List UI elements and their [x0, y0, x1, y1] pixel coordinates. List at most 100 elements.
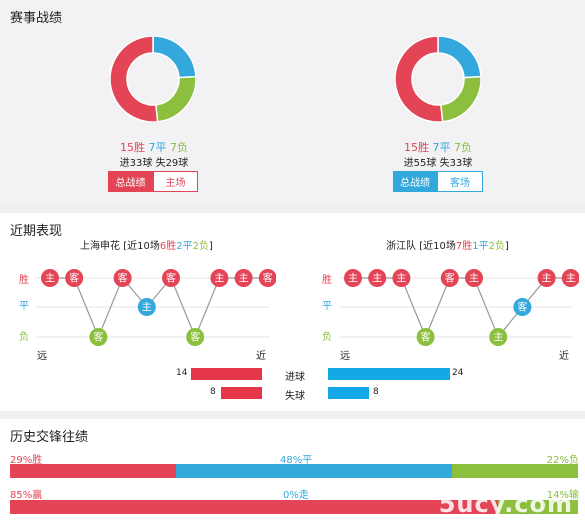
away-form-chart: 主主主客客 主主客主主	[339, 269, 579, 346]
away-form-match-marker: 主	[465, 269, 483, 287]
home-form-match-dot	[65, 269, 84, 287]
home-form-venue-label: 客	[263, 272, 273, 285]
home-team-name: 上海申花	[80, 241, 120, 252]
home-form-match-marker: 客	[65, 269, 84, 287]
away-recent-header: 浙江队 [近10场7胜1平2负]	[386, 237, 509, 252]
away-form-match-marker: 主	[368, 269, 387, 287]
away-y-win-label: 胜	[322, 275, 332, 286]
away-recent-losses: 2负	[488, 241, 505, 252]
away-form-match-marker: 客	[440, 269, 459, 287]
away-form-line	[353, 277, 571, 339]
home-form-venue-label: 主	[142, 302, 152, 314]
home-recent-suffix: ]	[208, 241, 213, 252]
away-form-venue-label: 主	[372, 273, 382, 285]
home-form-match-marker: 客	[162, 269, 180, 287]
home-form-match-dot	[113, 269, 132, 287]
home-form-match-dot	[162, 269, 180, 287]
away-form-venue-label: 主	[348, 273, 358, 285]
away-goals-against-value: 8	[373, 387, 379, 397]
away-form-match-marker: 客	[416, 328, 435, 346]
home-form-venue-label: 客	[118, 272, 128, 285]
away-record-tabs: 总战绩 客场	[393, 171, 483, 192]
away-recent-wins: 7胜	[455, 241, 473, 252]
home-recent-losses: 2负	[192, 241, 209, 252]
away-form-match-dot	[561, 269, 579, 287]
away-win-count: 15胜	[404, 141, 429, 154]
history-win-pct: 29%胜	[10, 455, 43, 466]
away-form-match-dot	[489, 328, 508, 346]
away-axis-far: 远	[340, 351, 350, 362]
home-form-venue-label: 主	[214, 273, 224, 285]
away-form-venue-label: 主	[396, 273, 406, 285]
goals-against-label: 失球	[285, 391, 305, 402]
away-form-venue-label: 主	[566, 273, 576, 285]
home-form-match-marker: 客	[113, 269, 132, 287]
history-panel: 历史交锋往绩 29%胜 48%平 22%负 85%赢 0%走 14%输 5ucy…	[0, 419, 585, 520]
away-form-match-dot	[465, 269, 483, 287]
home-y-win-label: 胜	[19, 275, 29, 286]
away-form-match-dot	[368, 269, 387, 287]
home-form-match-marker: 客	[258, 269, 276, 287]
tab-away-all[interactable]: 总战绩	[393, 171, 437, 192]
away-goals-summary: 进55球 失33球	[403, 158, 473, 169]
home-recent-wins: 6胜	[159, 241, 177, 252]
home-goals-for-bar	[190, 368, 262, 380]
away-record-donut	[395, 36, 481, 122]
away-axis-near: 近	[559, 351, 569, 362]
home-form-venue-label: 客	[190, 331, 200, 344]
away-goals-for-bar	[328, 368, 450, 380]
home-donut-loss-slice	[154, 75, 196, 122]
recent-section-title: 近期表现	[10, 224, 63, 239]
away-form-match-dot	[416, 328, 435, 346]
away-recent-draws: 1平	[472, 241, 489, 252]
home-form-match-marker: 主	[41, 269, 59, 287]
away-form-match-dot	[537, 269, 556, 287]
home-form-match-dot	[137, 298, 156, 316]
history-draw-bar	[176, 464, 452, 478]
home-form-match-dot	[234, 269, 253, 287]
away-goals-against-bar	[328, 387, 369, 399]
home-y-draw-label: 平	[19, 301, 29, 312]
home-goals-summary: 进33球 失29球	[119, 158, 189, 169]
home-recent-header: 上海申花 [近10场6胜2平2负]	[80, 237, 213, 252]
record-section-title: 赛事战绩	[10, 11, 63, 26]
away-form-venue-label: 客	[445, 272, 455, 285]
home-record-tabs: 总战绩 主场	[108, 171, 198, 192]
home-form-match-dot	[210, 269, 229, 287]
home-loss-count: 7负	[170, 141, 188, 154]
tab-home-venue[interactable]: 主场	[153, 171, 198, 192]
home-form-venue-label: 主	[239, 273, 249, 285]
home-form-venue-label: 客	[69, 272, 79, 285]
away-form-match-marker: 主	[537, 269, 556, 287]
away-form-match-marker: 主	[344, 269, 362, 287]
home-goals-against-value: 8	[210, 387, 216, 397]
record-panel: 赛事战绩 15胜 7平 7负 进33球 失29球 总战绩 主场 15胜 7平 7…	[0, 0, 585, 205]
home-form-chart: 主客客客主客客主主客	[36, 269, 276, 346]
away-y-draw-label: 平	[322, 301, 332, 312]
away-form-match-dot	[513, 298, 532, 316]
away-donut-win-slice	[395, 36, 444, 122]
home-y-loss-label: 负	[19, 332, 29, 343]
away-form-venue-label: 主	[542, 273, 552, 285]
away-form-match-marker: 主	[489, 328, 508, 346]
away-form-venue-label: 主	[469, 273, 479, 285]
away-form-venue-label: 客	[421, 331, 431, 344]
home-recent-prefix: [近10场	[123, 241, 160, 252]
watermark-logo: 5ucy.com	[438, 490, 573, 518]
history-handicap-loss-bar	[497, 500, 578, 514]
away-form-match-dot	[392, 269, 411, 287]
history-section-title: 历史交锋往绩	[10, 430, 89, 445]
away-donut-loss-slice	[439, 75, 481, 122]
goals-for-label: 进球	[285, 372, 305, 383]
away-form-match-marker: 主	[392, 269, 411, 287]
home-form-match-dot	[258, 269, 276, 287]
tab-away-venue[interactable]: 客场	[437, 171, 483, 192]
home-donut-draw-slice	[152, 36, 196, 79]
home-record-donut	[110, 36, 196, 122]
home-form-match-dot	[41, 269, 59, 287]
tab-home-all[interactable]: 总战绩	[108, 171, 153, 192]
away-form-venue-label: 客	[517, 301, 527, 314]
away-recent-prefix: [近10场	[419, 241, 456, 252]
history-draw-pct: 48%平	[280, 455, 313, 466]
away-recent-suffix: ]	[504, 241, 509, 252]
